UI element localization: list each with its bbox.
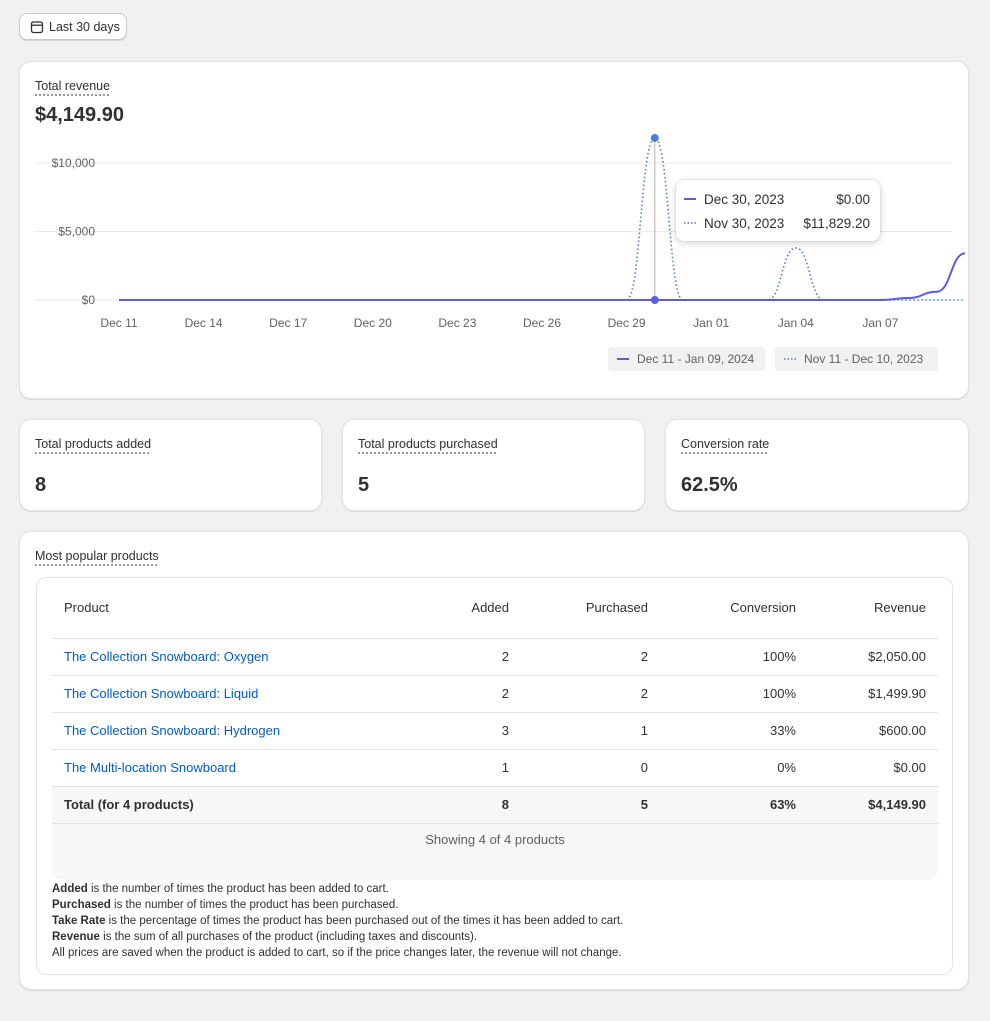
date-range-label: Last 30 days — [49, 19, 120, 34]
stat-conversion-value: 62.5% — [681, 474, 738, 496]
stat-card-added: Total products added 8 — [19, 419, 322, 511]
footnote: Revenue is the sum of all purchases of t… — [52, 931, 478, 943]
product-link[interactable]: The Multi-location Snowboard — [64, 760, 236, 775]
cell-revenue: $1,499.90 — [808, 675, 938, 713]
legend-current-period[interactable]: Dec 11 - Jan 09, 2024 — [608, 347, 765, 371]
showing-count: Showing 4 of 4 products — [425, 832, 565, 847]
table-row: The Collection Snowboard: Oxygen 2 2 100… — [52, 638, 938, 676]
footnote: Added is the number of times the product… — [52, 883, 389, 895]
table-row: The Collection Snowboard: Liquid 2 2 100… — [52, 675, 938, 713]
cell-conversion: 33% — [660, 712, 808, 750]
x-tick-label: Jan 07 — [862, 316, 898, 330]
footnote: Purchased is the number of times the pro… — [52, 899, 399, 911]
popular-products-inner: Product Added Purchased Conversion Reven… — [36, 577, 953, 975]
cell-added: 1 — [410, 749, 521, 787]
cell-added: 3 — [410, 712, 521, 750]
solid-line-swatch — [617, 358, 629, 360]
cell-added: 2 — [410, 638, 521, 676]
date-range-button[interactable]: Last 30 days — [19, 13, 127, 40]
total-label: Total (for 4 products) — [52, 786, 410, 824]
tooltip-row-current: Dec 30, 2023 $0.00 — [684, 189, 870, 209]
cell-revenue: $0.00 — [808, 749, 938, 787]
x-tick-label: Dec 14 — [185, 316, 223, 330]
header-conversion: Conversion — [660, 578, 808, 639]
tooltip-row-previous: Nov 30, 2023 $11,829.20 — [684, 213, 870, 233]
x-tick-label: Dec 29 — [608, 316, 646, 330]
total-revenue: $4,149.90 — [808, 786, 938, 824]
stat-card-conversion: Conversion rate 62.5% — [665, 419, 969, 511]
total-added: 8 — [410, 786, 521, 824]
stat-added-value: 8 — [35, 474, 47, 496]
tooltip-value-previous: $11,829.20 — [803, 215, 870, 231]
products-table: Product Added Purchased Conversion Reven… — [52, 578, 938, 824]
revenue-label[interactable]: Total revenue — [35, 79, 111, 93]
legend-previous-period[interactable]: Nov 11 - Dec 10, 2023 — [775, 347, 938, 371]
x-tick-label: Dec 23 — [438, 316, 476, 330]
series-current-line — [118, 252, 966, 301]
header-added: Added — [410, 578, 521, 639]
hover-point-previous — [650, 133, 659, 142]
chart-tooltip: Dec 30, 2023 $0.00 Nov 30, 2023 $11,829.… — [676, 180, 880, 241]
hover-point-current — [650, 296, 659, 304]
revenue-card: Total revenue $4,149.90 $10,000 $5,000 $0 D… — [19, 61, 969, 399]
product-link[interactable]: The Collection Snowboard: Oxygen — [64, 649, 269, 664]
stat-added-label[interactable]: Total products added — [35, 437, 152, 451]
total-purchased: 5 — [521, 786, 660, 824]
cell-conversion: 0% — [660, 749, 808, 787]
y-tick-label: $0 — [82, 293, 96, 307]
table-header-row: Product Added Purchased Conversion Reven… — [52, 578, 938, 639]
header-revenue: Revenue — [808, 578, 938, 639]
footnotes: Added is the number of times the product… — [52, 881, 623, 961]
tooltip-date-previous: Nov 30, 2023 — [704, 215, 785, 231]
product-link[interactable]: The Collection Snowboard: Liquid — [64, 686, 259, 701]
x-tick-label: Jan 01 — [693, 316, 729, 330]
y-tick-label: $5,000 — [58, 225, 95, 239]
stat-purchased-value: 5 — [358, 474, 370, 496]
revenue-value: $4,149.90 — [35, 104, 124, 126]
calendar-icon — [30, 20, 44, 33]
stat-purchased-label[interactable]: Total products purchased — [358, 437, 498, 451]
footnote: Take Rate is the percentage of times the… — [52, 915, 624, 927]
x-tick-label: Dec 17 — [269, 316, 307, 330]
tooltip-date-current: Dec 30, 2023 — [704, 191, 785, 207]
x-tick-label: Dec 26 — [523, 316, 561, 330]
product-link[interactable]: The Collection Snowboard: Hydrogen — [64, 723, 281, 738]
tooltip-value-current: $0.00 — [836, 191, 870, 207]
table-row: The Multi-location Snowboard 1 0 0% $0.0… — [52, 749, 938, 787]
cell-added: 2 — [410, 675, 521, 713]
header-purchased: Purchased — [521, 578, 660, 639]
cell-purchased: 2 — [521, 638, 660, 676]
table-row: The Collection Snowboard: Hydrogen 3 1 3… — [52, 712, 938, 750]
stat-conversion-label[interactable]: Conversion rate — [681, 437, 770, 451]
cell-conversion: 100% — [660, 638, 808, 676]
dotted-line-swatch — [784, 358, 796, 360]
solid-line-swatch — [684, 198, 696, 200]
popular-products-card: Most popular products Product Added Purc… — [19, 531, 969, 990]
cell-revenue: $2,050.00 — [808, 638, 938, 676]
cell-conversion: 100% — [660, 675, 808, 713]
x-tick-label: Dec 20 — [354, 316, 392, 330]
popular-products-label[interactable]: Most popular products — [35, 549, 159, 563]
cell-purchased: 2 — [521, 675, 660, 713]
x-tick-label: Jan 04 — [778, 316, 814, 330]
footnote: All prices are saved when the product is… — [52, 947, 622, 959]
cell-purchased: 0 — [521, 749, 660, 787]
products-table-wrap: Product Added Purchased Conversion Reven… — [52, 578, 938, 880]
y-tick-label: $10,000 — [52, 156, 96, 170]
table-total-row: Total (for 4 products) 8 5 63% $4,149.90 — [52, 786, 938, 824]
stat-card-purchased: Total products purchased 5 — [342, 419, 645, 511]
header-product: Product — [52, 578, 410, 639]
cell-purchased: 1 — [521, 712, 660, 750]
cell-revenue: $600.00 — [808, 712, 938, 750]
revenue-chart: $10,000 $5,000 $0 Dec 11 Dec 14 Dec 17 Dec 20 D… — [35, 133, 966, 330]
legend-current-label: Dec 11 - Jan 09, 2024 — [637, 352, 755, 366]
x-tick-label: Dec 11 — [100, 316, 137, 330]
total-conversion: 63% — [660, 786, 808, 824]
legend-previous-label: Nov 11 - Dec 10, 2023 — [804, 352, 924, 366]
dotted-line-swatch — [684, 222, 696, 224]
